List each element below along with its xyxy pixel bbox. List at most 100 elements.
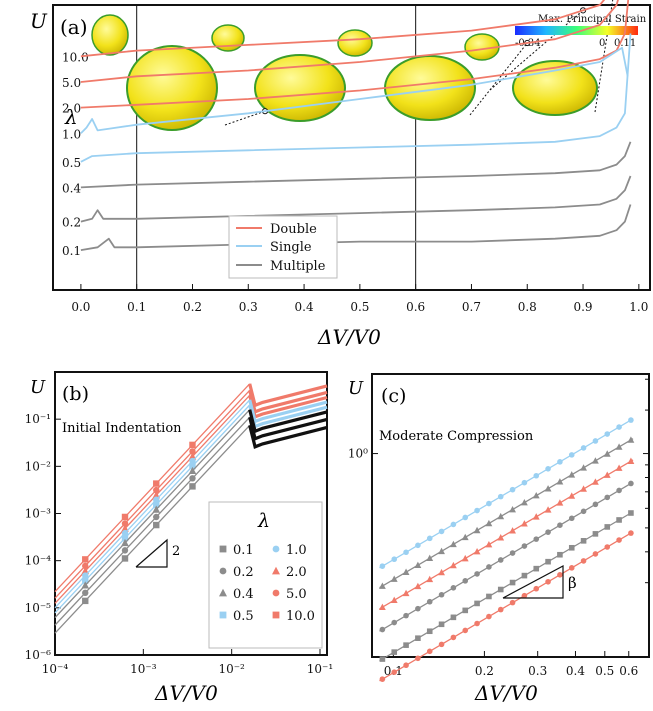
panel-c-point-0.2 — [580, 508, 587, 515]
panel-b-point-0.2 — [121, 547, 129, 554]
panel-b-legend-label: 0.5 — [233, 609, 254, 624]
panel-b-legend-label: 2.0 — [286, 565, 307, 580]
panel-b-point-0.4 — [81, 581, 90, 589]
panel-c-point-5.0 — [509, 599, 516, 606]
panel-a-xtick-label: 0.2 — [183, 300, 202, 314]
panel-c-point-1.0 — [379, 563, 386, 569]
panel-b-post-buckling-0.4 — [248, 409, 328, 434]
panel-c-point-0.1 — [426, 628, 433, 635]
panel-c-point-0.2 — [474, 571, 480, 577]
panel-b-legend-marker-5.0 — [272, 589, 280, 597]
panel-b-ytick-label: 10⁻³ — [25, 507, 52, 521]
panel-c-point-0.4 — [580, 464, 587, 471]
panel-a-lambda-labels: 10.0 5.0 2.0 1.0 0.5 0.4 0.2 0.1 — [62, 50, 89, 258]
panel-b-point-1.0 — [189, 457, 196, 465]
panel-c-point-0.1 — [415, 635, 421, 641]
panel-c-point-0.2 — [557, 522, 563, 529]
panel-c-point-1.0 — [580, 445, 587, 451]
panel-c-point-0.2 — [533, 536, 540, 542]
panel-c-xlabel: ΔV/V0 — [474, 681, 538, 705]
panel-c-point-0.2 — [450, 584, 457, 591]
panel-a-series-line-1.0 — [80, 46, 629, 134]
panel-b-legend-marker-10.0 — [272, 611, 280, 619]
panel-a-frame — [52, 4, 651, 291]
panel-a-xticks: 0.0 0.1 0.2 0.3 0.4 0.5 0.6 0.7 0.8 0.9 1.0 — [71, 284, 648, 314]
panel-c-point-1.0 — [568, 452, 575, 458]
panel-b-fit-line-0.4 — [54, 409, 251, 619]
snapshot-small-2 — [211, 24, 245, 52]
panel-c-point-1.0 — [426, 535, 433, 542]
panel-b-xlabel: ΔV/V0 — [154, 681, 218, 705]
panel-c-point-2.0 — [532, 513, 540, 520]
panel-c-point-0.4 — [615, 443, 623, 450]
panel-c-fit-line-2.0 — [379, 459, 634, 610]
panel-c-label: (c) — [381, 385, 406, 407]
panel-c-point-0.2 — [592, 501, 599, 508]
panel-a-series-line-10.0 — [80, 0, 606, 58]
panel-b-point-5.0 — [153, 486, 160, 494]
panel-c-point-1.0 — [628, 417, 634, 423]
panel-c-point-0.2 — [403, 612, 409, 619]
panel-c-title: Moderate Compression — [379, 429, 534, 444]
panel-a-lambda-label: 0.4 — [62, 181, 81, 195]
panel-b-point-0.5 — [189, 462, 196, 470]
panel-c-point-2.0 — [603, 471, 611, 478]
panel-c-point-2.0 — [438, 568, 445, 576]
panel-c-point-5.0 — [497, 606, 504, 613]
panel-b-point-5.0 — [82, 562, 89, 570]
slope-triangle-b — [135, 538, 168, 568]
snapshot-leader-line — [489, 9, 584, 91]
panel-c-point-0.4 — [497, 512, 505, 520]
panel-b-ytick-label: 10⁻⁵ — [25, 601, 52, 615]
panel-c-point-0.4 — [378, 582, 386, 589]
panel-c-point-1.0 — [391, 556, 398, 563]
panel-a-lambda-label: 0.1 — [62, 244, 81, 258]
panel-b-point-1.0 — [121, 529, 129, 537]
panel-b-legend-label: 5.0 — [286, 587, 307, 602]
panel-a-series — [80, 0, 632, 251]
panel-b-legend-label: 1.0 — [286, 543, 307, 558]
panel-c-frame — [371, 373, 650, 658]
panel-b-title: Initial Indentation — [62, 421, 182, 436]
panel-c-point-5.0 — [415, 655, 421, 662]
panel-a-xtick-label: 0.7 — [462, 300, 481, 314]
panel-c-point-0.2 — [415, 605, 421, 612]
panel-b-point-0.2 — [82, 589, 89, 597]
panel-c-point-0.4 — [592, 457, 599, 464]
panel-c-fit-line-0.4 — [379, 438, 634, 589]
panel-c-point-0.1 — [474, 600, 480, 607]
panel-b-point-0.4 — [188, 466, 197, 475]
panel-a-series-line-0.4 — [80, 141, 632, 189]
panel-b-ytick-label: 10⁻⁴ — [25, 554, 52, 568]
panel-a-xtick-label: 0.8 — [518, 300, 537, 314]
panel-c-ytick-label: 10⁰ — [348, 447, 368, 461]
panel-c-point-2.0 — [568, 492, 576, 499]
colorbar-gradient — [515, 26, 638, 35]
panel-c-point-0.1 — [379, 656, 386, 662]
panel-c-point-5.0 — [616, 537, 622, 543]
panel-b-point-0.4 — [152, 505, 161, 513]
panel-c-point-2.0 — [544, 506, 552, 513]
panel-b-post-buckling-0.2 — [248, 416, 328, 441]
panel-c-point-0.2 — [391, 619, 398, 626]
panel-b-ytick-label: 10⁻⁶ — [25, 648, 52, 662]
panel-c-xtick-label: 0.4 — [566, 664, 585, 678]
panel-c-point-1.0 — [403, 549, 409, 556]
panel-c-xtick-label: 0.6 — [619, 664, 638, 678]
panel-c-series — [378, 417, 635, 682]
legend-label-single: Single — [270, 240, 312, 255]
panel-c-point-0.4 — [402, 568, 410, 575]
panel-c-point-5.0 — [438, 641, 445, 648]
panel-c-point-1.0 — [497, 493, 504, 500]
panel-c-point-0.4 — [438, 547, 445, 555]
panel-c-point-0.2 — [628, 480, 634, 487]
panel-c-point-0.2 — [521, 543, 528, 549]
panel-c-fit-line-0.2 — [379, 481, 634, 632]
panel-c-point-0.4 — [509, 505, 516, 513]
panel-c-point-0.2 — [497, 557, 504, 563]
panel-c-point-2.0 — [378, 603, 386, 610]
panel-b-fit-line-2.0 — [54, 394, 251, 604]
panel-b-ylabel: U — [30, 377, 46, 398]
colorbar-max: 0.11 — [614, 38, 636, 49]
